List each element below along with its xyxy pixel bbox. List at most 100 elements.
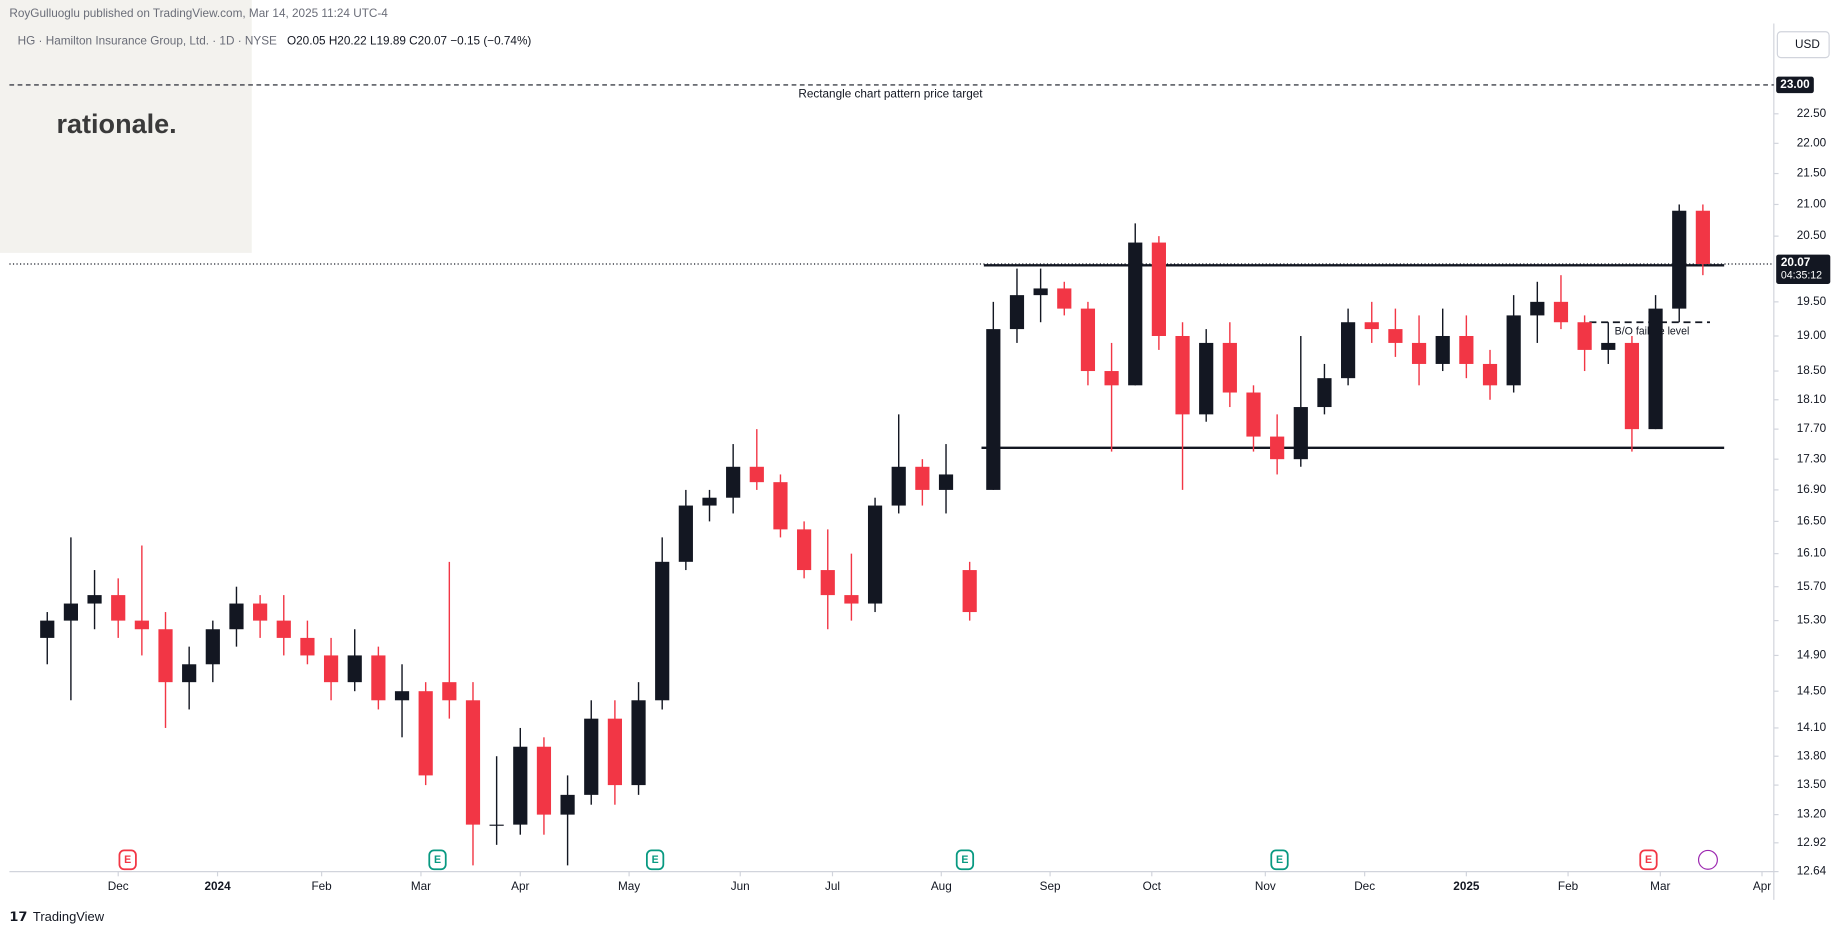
x-tick-label: Apr bbox=[1753, 880, 1771, 893]
logo-panel bbox=[0, 0, 252, 253]
candle-body bbox=[205, 629, 220, 665]
y-tick-label: 12.64 bbox=[1797, 865, 1827, 878]
candle-body bbox=[418, 691, 433, 776]
y-tick-label: 18.50 bbox=[1797, 364, 1827, 377]
candle-body bbox=[1175, 335, 1190, 415]
y-tick-label: 14.90 bbox=[1797, 649, 1827, 662]
candle-body bbox=[867, 505, 883, 604]
x-tick-label: Sep bbox=[1040, 880, 1061, 893]
candle-body bbox=[1057, 288, 1072, 309]
earnings-marker bbox=[118, 849, 137, 871]
candle-body bbox=[1317, 378, 1332, 408]
candle-body bbox=[797, 529, 812, 571]
candle-body bbox=[1411, 342, 1427, 364]
earnings-marker bbox=[645, 849, 665, 871]
x-tick-label: 2024 bbox=[204, 880, 231, 893]
earnings-marker bbox=[428, 849, 447, 871]
x-tick-label: May bbox=[618, 880, 640, 893]
candle-body bbox=[536, 746, 552, 815]
logo: rationale. bbox=[56, 109, 176, 139]
candle-body bbox=[87, 595, 102, 604]
footer-logo: 𝟭𝟳 bbox=[9, 909, 27, 924]
y-tick-label: 20.50 bbox=[1797, 229, 1827, 242]
candle-body bbox=[702, 497, 717, 506]
x-tick-label: Aug bbox=[931, 880, 952, 893]
last-price-label: 20.07 bbox=[1781, 256, 1811, 269]
x-tick-label: Oct bbox=[1143, 880, 1162, 893]
target-text: Rectangle chart pattern price target bbox=[798, 87, 983, 100]
candle-body bbox=[891, 466, 906, 506]
candle-body bbox=[1199, 342, 1214, 415]
candle-body bbox=[1033, 288, 1048, 296]
candle-body bbox=[962, 570, 977, 613]
earnings-marker bbox=[955, 849, 975, 871]
x-tick-label: Mar bbox=[1650, 880, 1670, 893]
candle-body bbox=[915, 466, 930, 490]
y-tick-label: 17.70 bbox=[1797, 422, 1827, 435]
earnings-label: E bbox=[652, 854, 659, 866]
candle-body bbox=[1577, 322, 1592, 350]
candle-body bbox=[1482, 363, 1498, 386]
candle-body bbox=[134, 620, 149, 630]
candle-body bbox=[560, 794, 575, 815]
candle-body bbox=[229, 603, 244, 630]
candle-body bbox=[323, 655, 339, 683]
candle-body bbox=[655, 561, 670, 701]
candle-body bbox=[1530, 301, 1545, 316]
candle-body bbox=[1648, 308, 1663, 430]
footer-brand: TradingView bbox=[33, 909, 105, 924]
candle-body bbox=[1128, 242, 1143, 386]
candle-body bbox=[844, 595, 859, 604]
x-tick-label: Feb bbox=[1558, 880, 1579, 893]
candle-body bbox=[1435, 335, 1450, 364]
candle-body bbox=[489, 824, 504, 826]
candle-body bbox=[986, 329, 1001, 490]
x-tick-label: Mar bbox=[411, 880, 431, 893]
candle-body bbox=[1080, 308, 1096, 372]
y-tick-label: 15.70 bbox=[1797, 580, 1827, 593]
candle-body bbox=[773, 482, 788, 530]
candle-body bbox=[1459, 335, 1474, 364]
target-price-label: 23.00 bbox=[1780, 78, 1810, 91]
y-tick-label: 21.50 bbox=[1797, 167, 1827, 180]
candle-body bbox=[371, 655, 386, 701]
y-tick-label: 13.50 bbox=[1797, 778, 1827, 791]
x-tick-label: Dec bbox=[108, 880, 129, 893]
y-tick-label: 14.10 bbox=[1797, 721, 1827, 734]
earnings-marker bbox=[1639, 849, 1658, 871]
candle-body bbox=[607, 718, 622, 786]
candle-body bbox=[1246, 392, 1261, 437]
candle-body bbox=[465, 700, 481, 825]
candle-body bbox=[63, 603, 79, 621]
y-tick-label: 16.10 bbox=[1797, 547, 1827, 560]
currency-box[interactable] bbox=[1776, 31, 1830, 59]
candle-body bbox=[726, 466, 741, 498]
candle-body bbox=[1388, 329, 1403, 343]
candle-body bbox=[158, 629, 173, 683]
alert-icon[interactable] bbox=[1697, 849, 1718, 870]
x-tick-label: Jul bbox=[825, 880, 840, 893]
candle-body bbox=[1222, 342, 1237, 393]
last-price-box bbox=[1776, 254, 1831, 284]
y-tick-label: 14.50 bbox=[1797, 684, 1827, 697]
y-tick-label: 13.80 bbox=[1797, 749, 1827, 762]
candle-body bbox=[678, 505, 693, 562]
candle-body bbox=[276, 620, 291, 638]
candle-body bbox=[1151, 242, 1166, 336]
candle-body bbox=[442, 682, 457, 701]
candle-body bbox=[1293, 407, 1308, 460]
x-tick-label: 2025 bbox=[1453, 880, 1480, 893]
x-tick-label: Feb bbox=[311, 880, 332, 893]
candle-body bbox=[1364, 322, 1379, 330]
candle-body bbox=[40, 620, 55, 638]
candle-body bbox=[1672, 210, 1687, 309]
candle-body bbox=[1009, 295, 1025, 330]
candle-body bbox=[347, 655, 362, 683]
countdown: 04:35:12 bbox=[1781, 270, 1822, 282]
symbol: HG · Hamilton Insurance Group, Ltd. · 1D… bbox=[18, 34, 277, 47]
candle-body bbox=[749, 466, 764, 483]
y-tick-label: 18.10 bbox=[1797, 393, 1827, 406]
currency[interactable]: USD bbox=[1795, 38, 1820, 51]
candle-body bbox=[1506, 315, 1521, 386]
x-tick-label: Apr bbox=[511, 880, 529, 893]
